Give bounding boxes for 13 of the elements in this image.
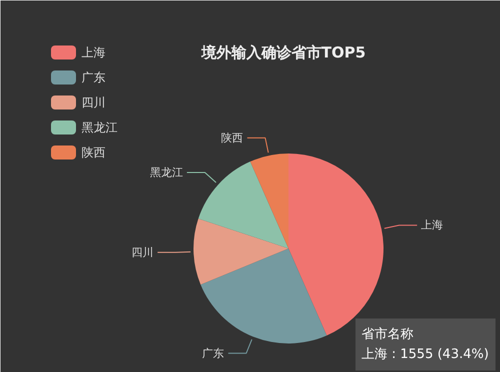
legend-label: 上海 (82, 46, 106, 60)
legend-label: 陕西 (82, 146, 106, 160)
text: 上海 : 1555 (43.4%) (362, 347, 489, 362)
slice-label: 黑龙江 (150, 166, 183, 179)
slice-label: 陕西 (221, 131, 244, 144)
legend-label: 四川 (82, 96, 106, 110)
slice-label: 广东 (202, 346, 224, 360)
text: 省市名称 (362, 327, 414, 342)
chart-title: 境外输入确诊省市TOP5 (200, 44, 366, 62)
slice-label: 四川 (132, 246, 154, 259)
legend-label: 广东 (82, 70, 106, 84)
slice-label: 上海 (421, 218, 444, 232)
legend-label: 黑龙江 (82, 120, 118, 134)
